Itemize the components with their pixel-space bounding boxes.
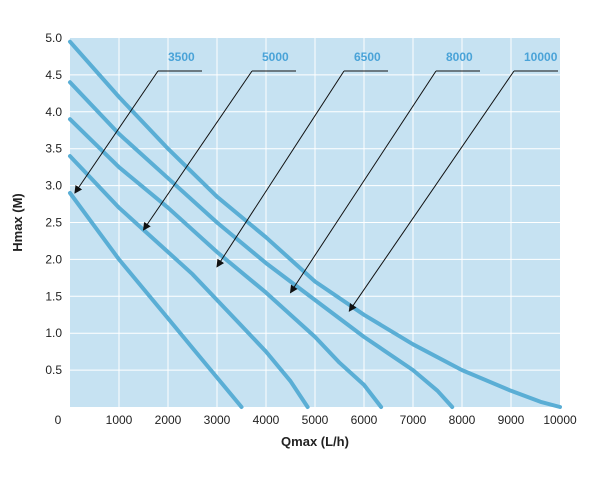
series-label: 5000 [262,50,289,64]
y-tick-label: 2.0 [45,252,62,266]
y-tick-label: 3.5 [45,142,62,156]
y-tick-label: 5.0 [45,31,62,45]
x-tick-label: 4000 [253,413,280,427]
x-tick-label: 2000 [155,413,182,427]
series-label: 3500 [168,50,195,64]
x-tick-label: 6000 [351,413,378,427]
series-line [68,191,244,409]
series-line [68,117,384,409]
axis-ticks: 1000 2000 3000 4000 5000 6000 7000 8000 9000 1000… [45,31,577,427]
y-tick-label: 3.0 [45,179,62,193]
y-tick-label: 1.0 [45,326,62,340]
series-label: 6500 [354,50,381,64]
grid-lines [70,38,560,407]
x-tick-label: 5000 [302,413,329,427]
y-tick-label: 0.5 [45,363,62,377]
y-tick-label: 1.5 [45,289,62,303]
x-tick-label: 8000 [449,413,476,427]
leader-arrow [74,70,159,194]
series-lines [68,39,562,409]
series-line [68,39,562,409]
series-label: 10000 [524,50,558,64]
x-tick-label: 9000 [498,413,525,427]
series-line [68,154,310,409]
series-label: 8000 [446,50,473,64]
x-axis-title: Qmax (L/h) [281,434,349,449]
x-tick-label: 1000 [106,413,133,427]
x-tick-label: 10000 [543,413,577,427]
x-tick-label: 3000 [204,413,231,427]
y-axis-title: Hmax (M) [10,193,25,252]
leader-arrow [216,70,345,268]
y-tick-label: 2.5 [45,216,62,230]
origin-tick-label: 0 [55,413,62,427]
x-tick-label: 7000 [400,413,427,427]
leader-arrow [289,70,437,294]
series-line [68,80,455,409]
leader-arrow [142,70,253,231]
leader-arrow [348,70,515,312]
y-tick-label: 4.5 [45,68,62,82]
y-tick-label: 4.0 [45,105,62,119]
series-annotations: 3500 5000 6500 8000 10000 [74,50,558,312]
